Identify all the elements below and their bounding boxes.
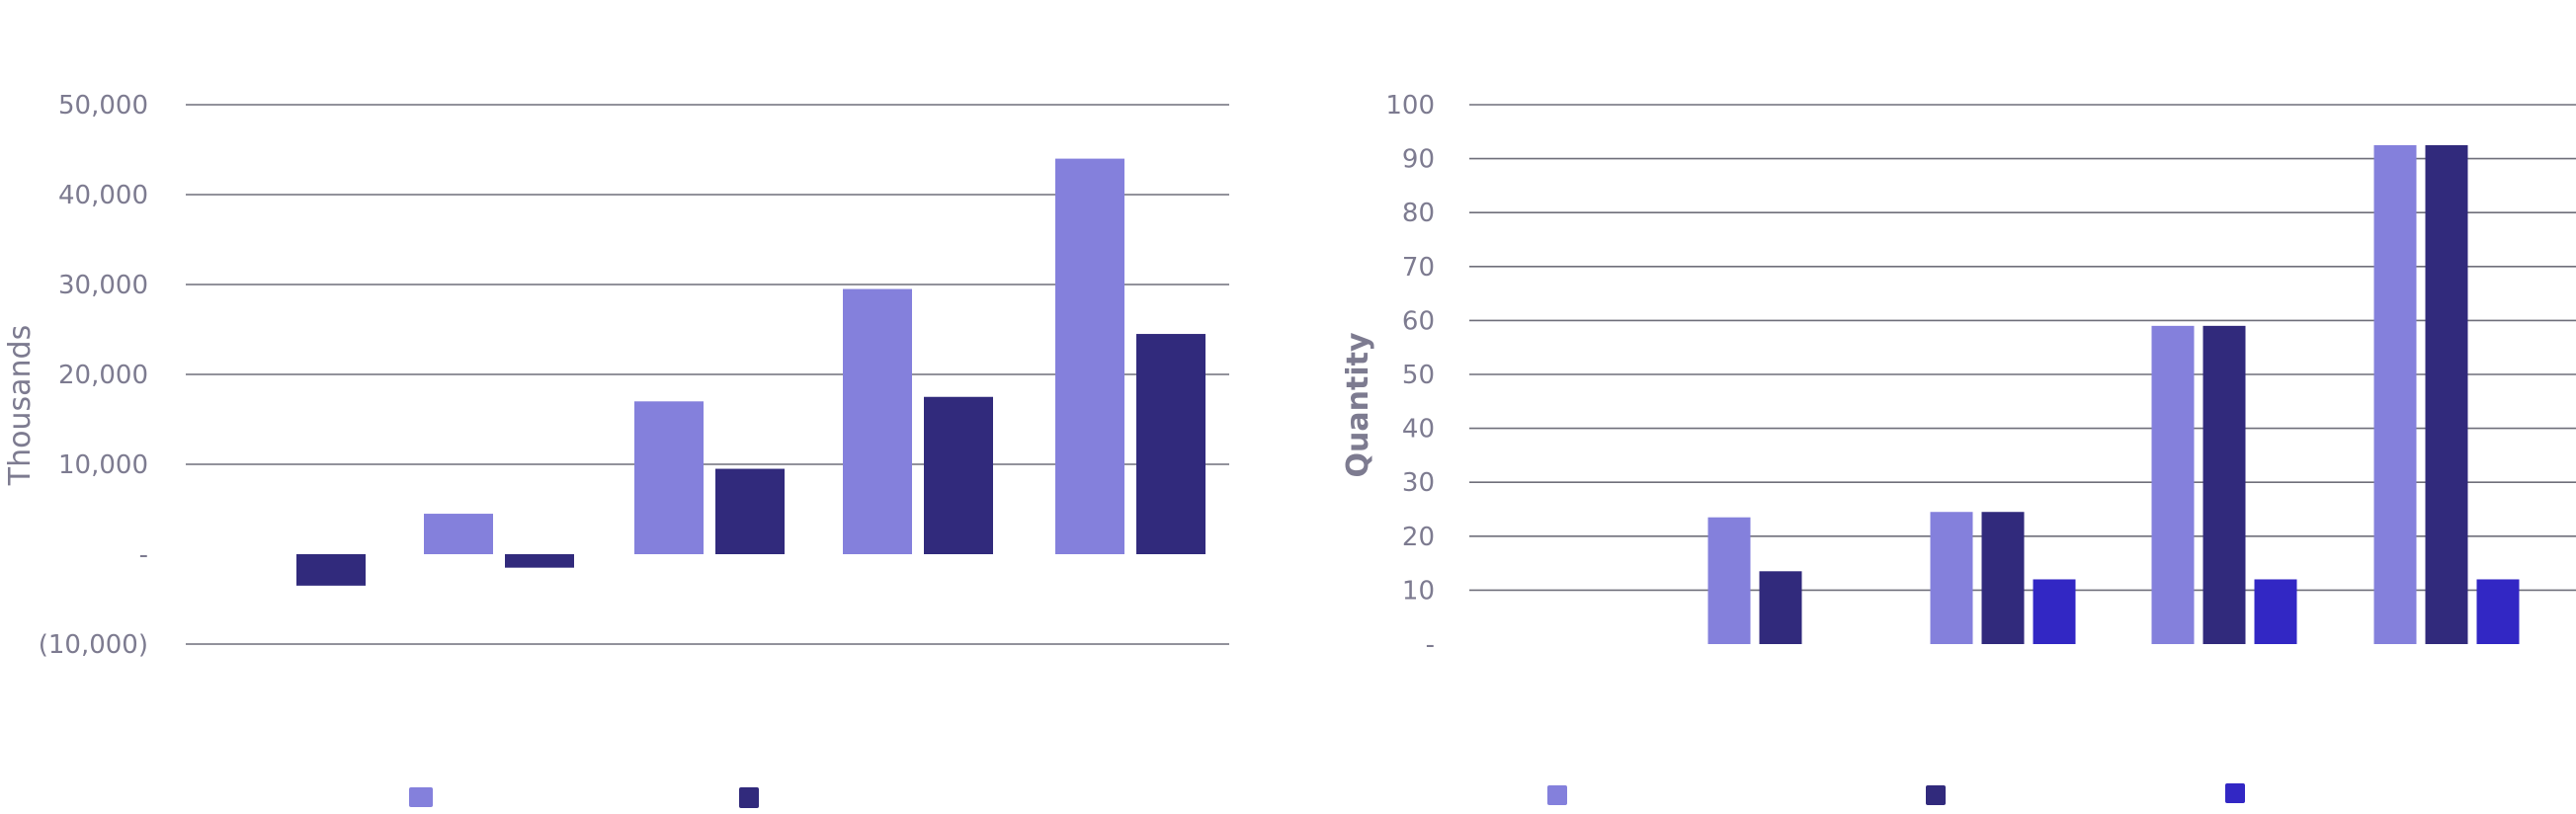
left-y-tick-label: 10,000 — [58, 450, 148, 480]
left-bar — [924, 396, 993, 554]
right-bar — [2425, 144, 2468, 644]
left-bar — [296, 554, 366, 586]
right-bar — [2373, 144, 2417, 644]
right-bar — [2033, 579, 2076, 644]
left-y-tick-label: 50,000 — [58, 91, 148, 121]
right-bar — [1759, 571, 1802, 644]
right-bar — [1981, 512, 2025, 644]
right-y-tick-label: 60 — [1402, 306, 1435, 336]
right-y-tick-label: 70 — [1402, 253, 1435, 283]
right-y-tick-label: 100 — [1385, 91, 1435, 121]
right-y-tick-label: 90 — [1402, 145, 1435, 175]
left-y-tick-label: 30,000 — [58, 271, 148, 300]
right-bar — [2151, 325, 2195, 644]
right-legend-swatch — [1926, 785, 1946, 805]
right-y-tick-label: 50 — [1402, 361, 1435, 390]
right-bar — [1707, 517, 1751, 644]
left-bar — [634, 401, 704, 554]
right-y-tick-label: 20 — [1402, 523, 1435, 552]
left-legend-swatch — [409, 787, 433, 807]
left-y-axis-title: Thousands — [3, 325, 38, 486]
left-y-tick-label: (10,000) — [39, 630, 148, 660]
left-bar — [843, 288, 912, 554]
left-bar — [1055, 158, 1124, 554]
right-y-tick-label: 10 — [1402, 576, 1435, 606]
left-bar — [424, 514, 493, 554]
right-y-tick-label: - — [1426, 630, 1435, 660]
right-y-tick-label: 80 — [1402, 199, 1435, 228]
right-y-tick-label: 30 — [1402, 468, 1435, 498]
right-legend-swatch — [2225, 783, 2245, 803]
right-bar — [1930, 512, 1973, 644]
left-bar — [1136, 334, 1205, 554]
left-chart: Thousands (10,000) - 10,000 20,000 30,000 40,… — [3, 91, 1229, 808]
left-y-tick-label: - — [139, 540, 148, 570]
left-legend-swatch — [739, 787, 759, 808]
left-y-tick-label: 40,000 — [58, 181, 148, 210]
right-chart: Quantity - 10 20 30 40 50 60 70 80 90 100 — [1341, 91, 2576, 805]
right-y-axis-title: Quantity — [1341, 332, 1375, 477]
right-y-tick-label: 40 — [1402, 415, 1435, 445]
left-bar — [715, 468, 785, 554]
right-legend-swatch — [1547, 785, 1567, 805]
left-bar — [505, 554, 574, 568]
right-bar — [2254, 579, 2297, 644]
right-bar — [2202, 325, 2246, 644]
right-bar — [2476, 579, 2520, 644]
left-y-tick-label: 20,000 — [58, 361, 148, 390]
